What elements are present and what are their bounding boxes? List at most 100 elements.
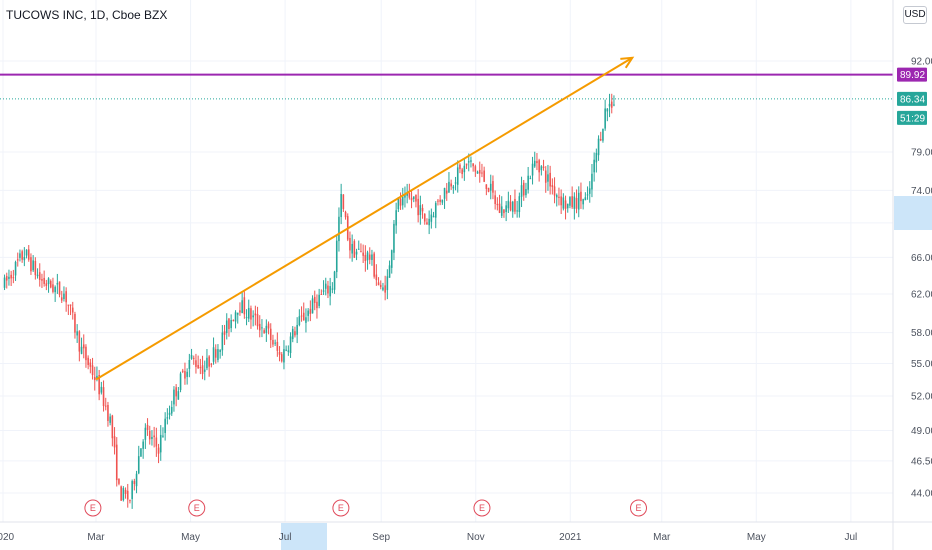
candle-body xyxy=(225,320,228,334)
candle-body xyxy=(483,170,485,182)
candle-body xyxy=(560,196,562,206)
candle-body xyxy=(133,481,136,485)
candle-body xyxy=(527,175,529,190)
candle-body xyxy=(309,308,312,314)
candle-body xyxy=(89,362,92,367)
candle-body xyxy=(313,296,316,303)
candle-body xyxy=(93,376,96,381)
candle-body xyxy=(173,389,175,405)
candle-body xyxy=(135,473,138,487)
candle-body xyxy=(142,441,144,449)
candle-body xyxy=(564,200,567,209)
candle-body xyxy=(78,331,81,352)
candle-body xyxy=(353,241,356,258)
candle-body xyxy=(511,201,514,212)
y-tick-label: 74.00 xyxy=(911,186,932,197)
candle-body xyxy=(230,320,232,329)
candle-body xyxy=(318,294,320,306)
candle-body xyxy=(10,274,12,279)
candle-body xyxy=(300,315,303,317)
candle-body xyxy=(364,254,367,261)
candle-body xyxy=(406,193,408,196)
y-tick-label: 58.00 xyxy=(911,328,932,339)
candle-body xyxy=(368,254,371,260)
candle-body xyxy=(571,196,573,208)
candle-body xyxy=(331,288,334,290)
candle-body xyxy=(492,181,494,193)
candle-body xyxy=(199,367,202,369)
candle-body xyxy=(357,248,360,250)
candle-body xyxy=(8,276,10,279)
candle-body xyxy=(192,357,195,359)
candle-body xyxy=(49,280,52,288)
candle-body xyxy=(608,103,611,107)
candle-body xyxy=(91,365,94,376)
candle-body xyxy=(82,344,85,349)
chart-grid xyxy=(0,0,893,522)
candle-body xyxy=(25,249,28,256)
candle-body xyxy=(153,435,155,438)
candle-body xyxy=(472,163,474,167)
candle-body xyxy=(342,194,345,209)
candle-body xyxy=(162,435,164,437)
candle-body xyxy=(494,195,496,205)
candle-body xyxy=(503,209,505,214)
candle-body xyxy=(96,375,98,380)
candle-body xyxy=(201,365,204,374)
candle-body xyxy=(476,171,479,174)
candle-body xyxy=(5,276,8,281)
candlestick-series xyxy=(3,93,615,509)
price-axis: 44.00 46.50 49.00 52.00 55.00 58.00 62.00 66.00… xyxy=(892,0,932,550)
candle-body xyxy=(36,274,39,277)
y-tick-label: 52.00 xyxy=(911,392,932,403)
x-tick-label: May xyxy=(747,532,766,543)
candle-body xyxy=(522,182,525,196)
candle-body xyxy=(525,189,527,196)
candle-body xyxy=(217,349,219,360)
candle-body xyxy=(410,197,413,201)
earnings-marker xyxy=(473,499,491,517)
candle-body xyxy=(439,199,441,202)
candle-body xyxy=(263,330,265,334)
candle-body xyxy=(69,304,72,306)
candle-body xyxy=(329,286,331,297)
price-axis-highlight xyxy=(894,196,932,230)
candle-body xyxy=(415,194,417,202)
candle-body xyxy=(118,478,120,484)
candle-body xyxy=(168,412,171,415)
candle-body xyxy=(404,194,406,198)
candle-body xyxy=(243,297,246,315)
earnings-marker xyxy=(84,499,102,517)
candle-body xyxy=(470,160,472,162)
candle-body xyxy=(38,272,41,280)
candle-body xyxy=(349,237,351,251)
candle-body xyxy=(327,285,329,294)
resistance-price-label: 89.92 xyxy=(900,70,925,81)
candle-body xyxy=(375,274,378,281)
candle-body xyxy=(456,167,459,185)
candle-body xyxy=(223,331,226,335)
currency-button[interactable]: USD xyxy=(903,6,927,24)
candle-body xyxy=(540,166,543,171)
candle-body xyxy=(434,203,437,218)
candle-body xyxy=(247,307,250,319)
candle-body xyxy=(566,203,569,209)
candle-body xyxy=(87,357,89,365)
bar-countdown-label-bg xyxy=(897,110,927,125)
candle-body xyxy=(558,196,560,198)
candle-body xyxy=(67,304,70,306)
last-price-label-bg xyxy=(897,91,927,106)
candle-body xyxy=(250,308,252,320)
candle-body xyxy=(463,165,466,173)
candle-body xyxy=(302,312,305,321)
candle-body xyxy=(188,360,191,369)
candle-body xyxy=(553,186,556,196)
candle-body xyxy=(516,210,518,212)
earnings-marker xyxy=(332,499,350,517)
candle-body xyxy=(344,211,347,218)
candle-body xyxy=(388,265,391,278)
candle-body xyxy=(60,297,63,301)
candle-body xyxy=(459,164,461,170)
